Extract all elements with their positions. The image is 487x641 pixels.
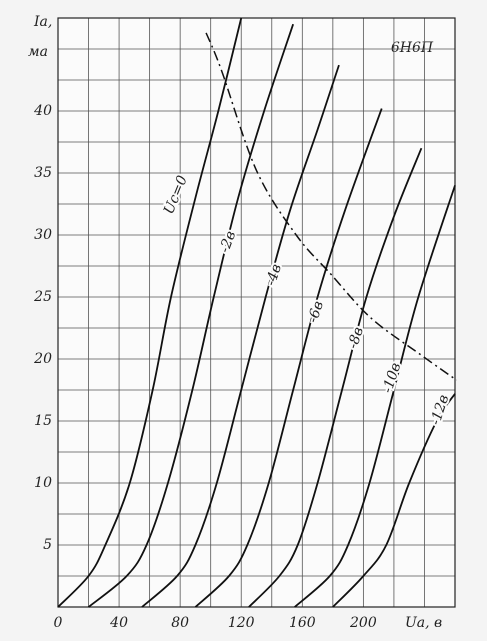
y-tick-label: 10 (34, 475, 52, 491)
y-tick-label: 5 (43, 537, 52, 553)
limit-line (205, 32, 457, 381)
y-tick-label: 25 (33, 289, 52, 305)
x-tick-label: 200 (349, 615, 377, 631)
frame (57, 17, 456, 608)
title-box (382, 30, 442, 64)
curve (248, 147, 423, 608)
chart-title: 6Н6П (391, 40, 434, 56)
plot-area (58, 18, 455, 607)
curve (57, 17, 243, 608)
y-tick-label: 15 (34, 413, 52, 429)
y-label: Iа, (33, 14, 52, 30)
y-tick-label: 35 (34, 165, 52, 181)
curve (87, 23, 294, 608)
x-tick-label: 0 (54, 615, 63, 631)
x-tick-label: 160 (289, 615, 316, 631)
x-tick-label: 40 (109, 615, 128, 631)
y-tick-label: 40 (33, 103, 52, 119)
x-label: Uа, в (405, 615, 442, 631)
curve (332, 393, 456, 608)
x-tick-label: 80 (171, 615, 189, 631)
x-tick-label: 120 (228, 615, 255, 631)
y-tick-label: 30 (34, 227, 52, 243)
curve (194, 108, 383, 608)
y-tick-label: 20 (33, 351, 52, 367)
y-unit: ма (28, 44, 48, 60)
curve (141, 64, 340, 608)
series-label: -8в (345, 325, 367, 351)
curve (294, 185, 456, 608)
